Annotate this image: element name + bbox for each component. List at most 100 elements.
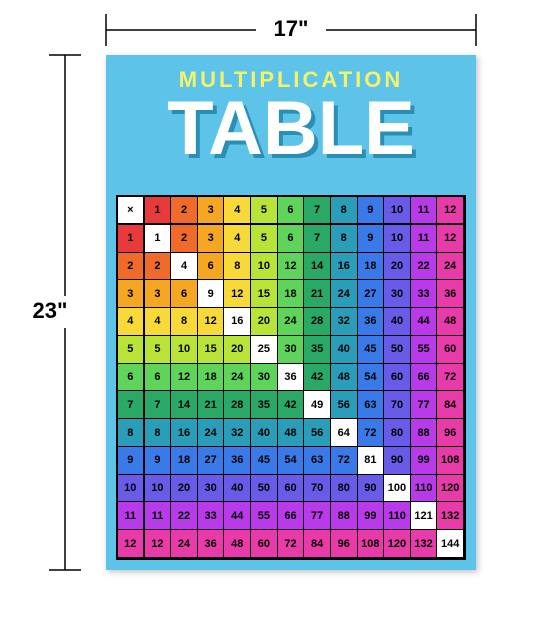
cell-4-2: 8: [171, 308, 198, 336]
row-header-9: 9: [118, 447, 145, 475]
corner-cell: ×: [118, 197, 145, 225]
cell-7-2: 14: [171, 391, 198, 419]
cell-10-6: 60: [278, 475, 305, 503]
cell-12-3: 36: [198, 530, 225, 558]
cell-5-12: 60: [437, 336, 464, 364]
cell-8-9: 72: [358, 419, 385, 447]
cell-2-6: 12: [278, 253, 305, 281]
cell-1-10: 10: [384, 225, 411, 253]
cell-2-3: 6: [198, 253, 225, 281]
cell-4-1: 4: [145, 308, 172, 336]
cell-8-3: 24: [198, 419, 225, 447]
cell-10-7: 70: [304, 475, 331, 503]
cell-10-8: 80: [331, 475, 358, 503]
cell-12-11: 132: [411, 530, 438, 558]
cell-8-8: 64: [331, 419, 358, 447]
cell-6-10: 60: [384, 364, 411, 392]
cell-8-11: 88: [411, 419, 438, 447]
cell-4-7: 28: [304, 308, 331, 336]
cell-8-7: 56: [304, 419, 331, 447]
cell-5-7: 35: [304, 336, 331, 364]
cell-9-4: 36: [224, 447, 251, 475]
cell-12-4: 48: [224, 530, 251, 558]
cell-6-9: 54: [358, 364, 385, 392]
cell-4-6: 24: [278, 308, 305, 336]
cell-11-9: 99: [358, 502, 385, 530]
cell-2-2: 4: [171, 253, 198, 281]
cell-10-9: 90: [358, 475, 385, 503]
cell-2-1: 2: [145, 253, 172, 281]
cell-10-5: 50: [251, 475, 278, 503]
cell-6-11: 66: [411, 364, 438, 392]
col-header-3: 3: [198, 197, 225, 225]
cell-10-10: 100: [384, 475, 411, 503]
col-header-8: 8: [331, 197, 358, 225]
cell-8-5: 40: [251, 419, 278, 447]
cell-1-5: 5: [251, 225, 278, 253]
row-header-4: 4: [118, 308, 145, 336]
cell-5-9: 45: [358, 336, 385, 364]
cell-6-4: 24: [224, 364, 251, 392]
cell-7-8: 56: [331, 391, 358, 419]
cell-3-9: 27: [358, 280, 385, 308]
width-label: 17": [274, 16, 309, 41]
cell-11-2: 22: [171, 502, 198, 530]
cell-4-9: 36: [358, 308, 385, 336]
cell-9-7: 63: [304, 447, 331, 475]
cell-2-9: 18: [358, 253, 385, 281]
cell-12-9: 108: [358, 530, 385, 558]
row-header-12: 12: [118, 530, 145, 558]
cell-7-11: 77: [411, 391, 438, 419]
cell-3-12: 36: [437, 280, 464, 308]
cell-6-12: 72: [437, 364, 464, 392]
cell-4-3: 12: [198, 308, 225, 336]
row-header-7: 7: [118, 391, 145, 419]
row-header-1: 1: [118, 225, 145, 253]
cell-1-12: 12: [437, 225, 464, 253]
cell-12-1: 12: [145, 530, 172, 558]
row-header-10: 10: [118, 475, 145, 503]
cell-8-12: 96: [437, 419, 464, 447]
cell-12-12: 144: [437, 530, 464, 558]
cell-2-8: 16: [331, 253, 358, 281]
cell-2-5: 10: [251, 253, 278, 281]
cell-1-2: 2: [171, 225, 198, 253]
col-header-6: 6: [278, 197, 305, 225]
row-header-2: 2: [118, 253, 145, 281]
cell-12-7: 84: [304, 530, 331, 558]
cell-1-7: 7: [304, 225, 331, 253]
cell-2-10: 20: [384, 253, 411, 281]
cell-10-11: 110: [411, 475, 438, 503]
cell-9-9: 81: [358, 447, 385, 475]
cell-3-5: 15: [251, 280, 278, 308]
cell-11-10: 110: [384, 502, 411, 530]
cell-4-10: 40: [384, 308, 411, 336]
cell-1-4: 4: [224, 225, 251, 253]
cell-5-10: 50: [384, 336, 411, 364]
cell-9-2: 18: [171, 447, 198, 475]
cell-8-2: 16: [171, 419, 198, 447]
cell-6-8: 48: [331, 364, 358, 392]
cell-11-8: 88: [331, 502, 358, 530]
col-header-12: 12: [437, 197, 464, 225]
cell-1-1: 1: [145, 225, 172, 253]
cell-2-12: 24: [437, 253, 464, 281]
cell-11-11: 121: [411, 502, 438, 530]
cell-7-9: 63: [358, 391, 385, 419]
cell-5-2: 10: [171, 336, 198, 364]
cell-2-4: 8: [224, 253, 251, 281]
cell-11-5: 55: [251, 502, 278, 530]
cell-1-8: 8: [331, 225, 358, 253]
cell-6-2: 12: [171, 364, 198, 392]
cell-3-6: 18: [278, 280, 305, 308]
cell-9-11: 99: [411, 447, 438, 475]
cell-12-5: 60: [251, 530, 278, 558]
cell-3-7: 21: [304, 280, 331, 308]
cell-11-7: 77: [304, 502, 331, 530]
cell-6-5: 30: [251, 364, 278, 392]
cell-2-7: 14: [304, 253, 331, 281]
cell-7-3: 21: [198, 391, 225, 419]
cell-11-3: 33: [198, 502, 225, 530]
cell-4-8: 32: [331, 308, 358, 336]
cell-10-4: 40: [224, 475, 251, 503]
